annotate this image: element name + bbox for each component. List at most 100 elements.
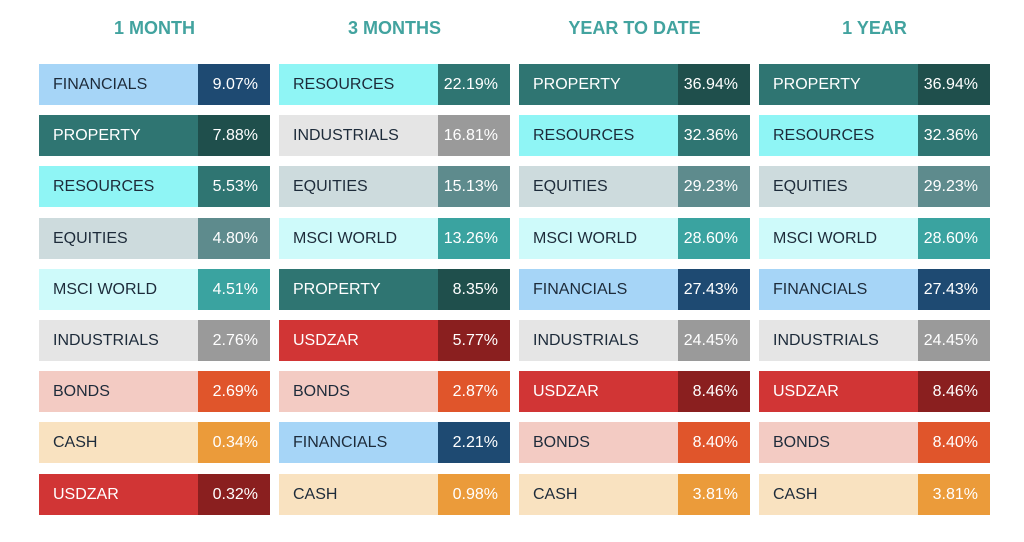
row-value: 5.53% xyxy=(198,166,270,208)
row-label: INDUSTRIALS xyxy=(279,115,438,157)
row-value: 29.23% xyxy=(918,166,990,208)
row-value: 28.60% xyxy=(678,217,750,259)
table-row: MSCI WORLD 28.60% xyxy=(759,217,990,259)
row-value: 32.36% xyxy=(678,115,750,157)
table-row: MSCI WORLD 13.26% xyxy=(279,217,510,259)
row-value: 13.26% xyxy=(438,217,510,259)
row-value: 3.81% xyxy=(918,473,990,515)
table-row: EQUITIES 4.80% xyxy=(39,217,270,259)
table-row: BONDS 2.69% xyxy=(39,371,270,413)
row-value: 9.07% xyxy=(198,64,270,105)
table-row: FINANCIALS 9.07% xyxy=(39,64,270,105)
column-title: 3 MONTHS xyxy=(347,18,441,38)
row-label: INDUSTRIALS xyxy=(39,320,198,361)
row-label: PROPERTY xyxy=(279,268,438,310)
row-label: USDZAR xyxy=(279,320,438,361)
row-label: CASH xyxy=(519,473,678,515)
table-row: PROPERTY 36.94% xyxy=(759,64,990,105)
row-label: EQUITIES xyxy=(39,217,198,259)
table-row: EQUITIES 15.13% xyxy=(279,166,510,208)
row-label: MSCI WORLD xyxy=(519,217,678,259)
row-value: 2.69% xyxy=(198,371,270,413)
row-label: MSCI WORLD xyxy=(759,217,918,259)
table-row: USDZAR 8.46% xyxy=(519,371,750,413)
row-label: USDZAR xyxy=(519,371,678,413)
row-label: INDUSTRIALS xyxy=(519,320,678,361)
row-value: 8.46% xyxy=(918,371,990,413)
row-label: MSCI WORLD xyxy=(39,268,198,310)
row-label: BONDS xyxy=(759,422,918,464)
row-label: USDZAR xyxy=(39,473,198,515)
table-row: CASH 3.81% xyxy=(519,473,750,515)
table-row: PROPERTY 7.88% xyxy=(39,115,270,157)
table-row: RESOURCES 32.36% xyxy=(519,115,750,157)
table-row: MSCI WORLD 4.51% xyxy=(39,268,270,310)
row-value: 2.21% xyxy=(438,422,510,464)
row-value: 2.87% xyxy=(438,371,510,413)
row-label: RESOURCES xyxy=(759,115,918,157)
row-label: BONDS xyxy=(279,371,438,413)
table-row: INDUSTRIALS 24.45% xyxy=(519,320,750,361)
row-label: CASH xyxy=(279,473,438,515)
row-label: EQUITIES xyxy=(759,166,918,208)
table-row: MSCI WORLD 28.60% xyxy=(519,217,750,259)
row-label: RESOURCES xyxy=(39,166,198,208)
row-label: BONDS xyxy=(39,371,198,413)
row-label: RESOURCES xyxy=(279,64,438,105)
row-label: PROPERTY xyxy=(39,115,198,157)
table-row: CASH 0.34% xyxy=(39,422,270,464)
row-value: 24.45% xyxy=(678,320,750,361)
row-value: 4.80% xyxy=(198,217,270,259)
row-value: 0.98% xyxy=(438,473,510,515)
row-value: 16.81% xyxy=(438,115,510,157)
table-row: INDUSTRIALS 16.81% xyxy=(279,115,510,157)
row-label: FINANCIALS xyxy=(279,422,438,464)
row-label: BONDS xyxy=(519,422,678,464)
row-label: USDZAR xyxy=(759,371,918,413)
table-row: CASH 0.98% xyxy=(279,473,510,515)
row-value: 2.76% xyxy=(198,320,270,361)
row-label: MSCI WORLD xyxy=(279,217,438,259)
table-row: INDUSTRIALS 2.76% xyxy=(39,320,270,361)
row-value: 27.43% xyxy=(678,268,750,310)
row-value: 15.13% xyxy=(438,166,510,208)
row-value: 4.51% xyxy=(198,268,270,310)
row-value: 8.35% xyxy=(438,268,510,310)
table-row: CASH 3.81% xyxy=(759,473,990,515)
table-row: PROPERTY 36.94% xyxy=(519,64,750,105)
row-value: 24.45% xyxy=(918,320,990,361)
row-label: CASH xyxy=(39,422,198,464)
column-title: YEAR TO DATE xyxy=(568,18,701,38)
row-label: EQUITIES xyxy=(279,166,438,208)
table-row: BONDS 2.87% xyxy=(279,371,510,413)
column-title: 1 MONTH xyxy=(114,18,195,38)
table-row: RESOURCES 32.36% xyxy=(759,115,990,157)
row-value: 32.36% xyxy=(918,115,990,157)
row-label: RESOURCES xyxy=(519,115,678,157)
table-row: PROPERTY 8.35% xyxy=(279,268,510,310)
row-value: 22.19% xyxy=(438,64,510,105)
table-row: FINANCIALS 27.43% xyxy=(519,268,750,310)
row-value: 0.32% xyxy=(198,473,270,515)
row-value: 36.94% xyxy=(918,64,990,105)
table-row: BONDS 8.40% xyxy=(759,422,990,464)
row-label: CASH xyxy=(759,473,918,515)
row-label: EQUITIES xyxy=(519,166,678,208)
table-row: EQUITIES 29.23% xyxy=(519,166,750,208)
table-row: FINANCIALS 2.21% xyxy=(279,422,510,464)
table-row: FINANCIALS 27.43% xyxy=(759,268,990,310)
row-value: 7.88% xyxy=(198,115,270,157)
table-row: RESOURCES 22.19% xyxy=(279,64,510,105)
row-label: PROPERTY xyxy=(759,64,918,105)
row-label: INDUSTRIALS xyxy=(759,320,918,361)
row-value: 0.34% xyxy=(198,422,270,464)
column-title: 1 YEAR xyxy=(842,18,907,38)
table-row: USDZAR 8.46% xyxy=(759,371,990,413)
table-row: BONDS 8.40% xyxy=(519,422,750,464)
table-row: USDZAR 0.32% xyxy=(39,473,270,515)
table-row: EQUITIES 29.23% xyxy=(759,166,990,208)
row-value: 8.40% xyxy=(678,422,750,464)
row-value: 5.77% xyxy=(438,320,510,361)
row-label: PROPERTY xyxy=(519,64,678,105)
